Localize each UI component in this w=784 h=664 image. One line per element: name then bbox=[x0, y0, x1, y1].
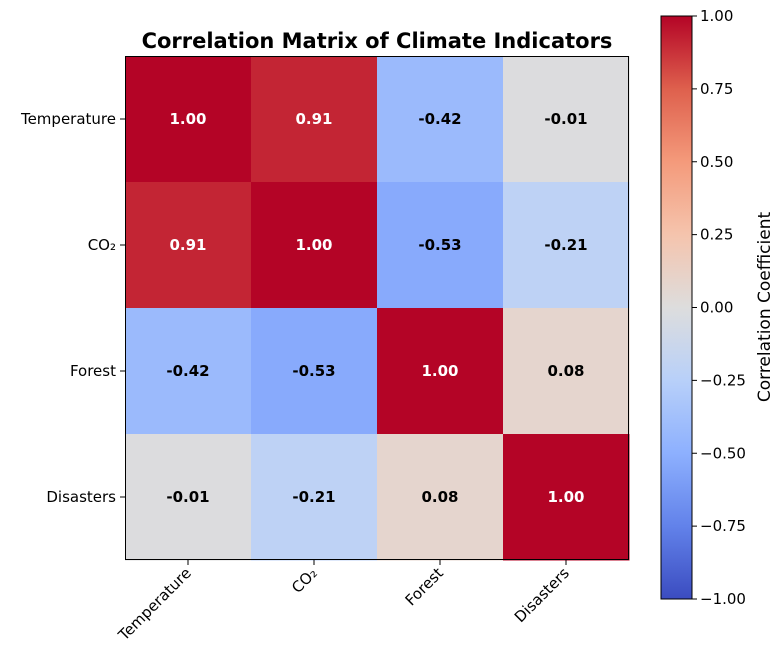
cell-value-label: 1.00 bbox=[421, 362, 458, 380]
heatmap-cell bbox=[251, 434, 378, 561]
heatmap-cell bbox=[125, 308, 252, 435]
cell-value-label: -0.21 bbox=[292, 488, 335, 506]
heatmap-cell bbox=[377, 434, 504, 561]
heatmap-cell bbox=[251, 308, 378, 435]
heatmap-cell-labels: 1.00 0.91 -0.42 -0.01 0.91 1.00 -0.53 -0.21 -0.4… bbox=[166, 110, 587, 506]
column-tick-label: Forest bbox=[402, 564, 447, 609]
cell-value-label: -0.53 bbox=[292, 362, 335, 380]
cell-value-label: 0.91 bbox=[295, 110, 332, 128]
heatmap-cell bbox=[503, 308, 630, 435]
heatmap-cells bbox=[125, 56, 630, 561]
colorbar-tick-label: 0.00 bbox=[700, 299, 733, 317]
heatmap-cell bbox=[125, 182, 252, 309]
cell-value-label: 0.91 bbox=[169, 236, 206, 254]
heatmap-cell bbox=[377, 56, 504, 183]
row-tick-label: CO₂ bbox=[88, 236, 116, 254]
colorbar-tick-label: −0.75 bbox=[700, 517, 746, 535]
cell-value-label: 0.08 bbox=[547, 362, 584, 380]
cell-value-label: 0.08 bbox=[421, 488, 458, 506]
colorbar-tick-label: 0.25 bbox=[700, 226, 733, 244]
colorbar-label: Correlation Coefficient bbox=[755, 212, 775, 403]
heatmap-cell bbox=[251, 182, 378, 309]
cell-value-label: -0.21 bbox=[544, 236, 587, 254]
cell-value-label: 1.00 bbox=[547, 488, 584, 506]
colorbar-ticks: 1.00 0.75 0.50 0.25 0.00 −0.25 −0.50 −0.75 −1.00 bbox=[692, 7, 746, 608]
cell-value-label: -0.01 bbox=[544, 110, 587, 128]
heatmap-cell bbox=[125, 56, 252, 183]
heatmap-frame bbox=[125, 56, 629, 560]
heatmap-cell bbox=[503, 56, 630, 183]
colorbar-tick-label: −0.50 bbox=[700, 444, 746, 462]
cell-value-label: -0.01 bbox=[166, 488, 209, 506]
row-tick-label: Disasters bbox=[46, 488, 116, 506]
column-tick-label: CO₂ bbox=[288, 564, 321, 597]
heatmap-cell bbox=[503, 182, 630, 309]
row-tick-label: Forest bbox=[70, 362, 116, 380]
colorbar bbox=[660, 15, 693, 600]
cell-value-label: 1.00 bbox=[295, 236, 332, 254]
cell-value-label: -0.42 bbox=[418, 110, 461, 128]
colorbar-tick-label: −1.00 bbox=[700, 590, 746, 608]
row-tick-label: Temperature bbox=[20, 110, 116, 128]
chart-title: Correlation Matrix of Climate Indicators bbox=[142, 29, 613, 53]
heatmap-cell bbox=[503, 434, 630, 561]
colorbar-tick-label: 1.00 bbox=[700, 7, 733, 25]
row-tick-labels: Temperature CO₂ Forest Disasters bbox=[20, 110, 125, 506]
cell-value-label: -0.42 bbox=[166, 362, 209, 380]
heatmap-cell bbox=[125, 434, 252, 561]
colorbar-tick-label: −0.25 bbox=[700, 371, 746, 389]
colorbar-tick-label: 0.50 bbox=[700, 153, 733, 171]
heatmap-cell bbox=[251, 56, 378, 183]
heatmap-cell bbox=[377, 308, 504, 435]
cell-value-label: 1.00 bbox=[169, 110, 206, 128]
cell-value-label: -0.53 bbox=[418, 236, 461, 254]
colorbar-tick-label: 0.75 bbox=[700, 80, 733, 98]
column-tick-labels: Temperature CO₂ Forest Disasters bbox=[114, 560, 573, 645]
heatmap-cell bbox=[377, 182, 504, 309]
column-tick-label: Temperature bbox=[114, 564, 195, 645]
column-tick-label: Disasters bbox=[511, 564, 573, 626]
